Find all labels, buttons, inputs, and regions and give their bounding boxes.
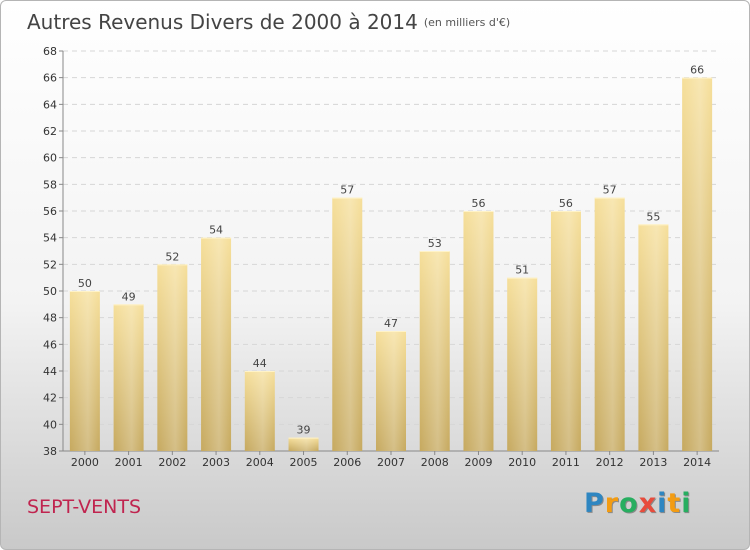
x-tick-label: 2004 xyxy=(246,456,274,469)
bar-shine-2008 xyxy=(419,251,450,451)
value-label-2006: 57 xyxy=(340,184,354,197)
y-tick-label: 46 xyxy=(43,338,57,351)
x-tick-label: 2001 xyxy=(115,456,143,469)
x-tick-label: 2012 xyxy=(596,456,624,469)
bars xyxy=(69,77,713,452)
y-tick-label: 44 xyxy=(43,365,57,378)
x-tick-label: 2009 xyxy=(464,456,492,469)
chart-title-text: Autres Revenus Divers de 2000 à 2014 xyxy=(27,10,418,34)
bar-shine-2009 xyxy=(463,211,494,451)
bar-shine-2011 xyxy=(550,211,581,451)
logo-letter: i xyxy=(681,488,692,519)
y-tick-label: 38 xyxy=(43,445,57,458)
bar-shine-2014 xyxy=(682,77,713,452)
bar-shine-2000 xyxy=(69,291,100,451)
x-tick-label: 2000 xyxy=(71,456,99,469)
x-tick-label: 2014 xyxy=(683,456,711,469)
logo-letter: t xyxy=(667,488,682,519)
y-tick-label: 48 xyxy=(43,312,57,325)
logo-letter: o xyxy=(619,488,639,519)
x-tick-label: 2013 xyxy=(639,456,667,469)
x-tick-label: 2011 xyxy=(552,456,580,469)
value-labels: 50 49 52 54 44 39 57 47 53 56 51 56 57 55 66 xyxy=(78,64,704,437)
value-label-2009: 56 xyxy=(471,197,485,210)
bar-shine-2006 xyxy=(332,197,363,451)
x-tick-label: 2006 xyxy=(333,456,361,469)
y-tick-label: 56 xyxy=(43,205,57,218)
value-label-2007: 47 xyxy=(384,317,398,330)
x-tick-label: 2008 xyxy=(421,456,449,469)
logo-letter: x xyxy=(638,488,658,519)
bar-shine-2004 xyxy=(244,371,275,451)
bar-shine-2005 xyxy=(288,437,319,451)
value-label-2004: 44 xyxy=(253,357,267,370)
bar-shine-2012 xyxy=(594,197,625,451)
chart-title: Autres Revenus Divers de 2000 à 2014 (en … xyxy=(27,10,510,34)
logo-letter: i xyxy=(657,488,668,519)
value-label-2012: 57 xyxy=(603,184,617,197)
y-tick-label: 58 xyxy=(43,178,57,191)
bar-shine-2010 xyxy=(507,277,538,451)
value-label-2001: 49 xyxy=(122,290,136,303)
bar-shine-2007 xyxy=(376,331,406,451)
commune-name: SEPT-VENTS xyxy=(27,496,142,518)
bar-shine-2003 xyxy=(201,237,232,451)
x-tick-label: 2002 xyxy=(158,456,186,469)
y-tick-label: 50 xyxy=(43,285,57,298)
value-label-2011: 56 xyxy=(559,197,573,210)
logo-letter: P xyxy=(584,488,605,519)
x-tick-label: 2007 xyxy=(377,456,405,469)
value-label-2014: 66 xyxy=(690,64,704,77)
y-tick-label: 64 xyxy=(43,98,57,111)
x-tick-label: 2003 xyxy=(202,456,230,469)
y-tick-label: 42 xyxy=(43,392,57,405)
value-label-2008: 53 xyxy=(428,237,442,250)
y-tick-label: 66 xyxy=(43,72,57,85)
bar-shine-2001 xyxy=(113,304,144,451)
value-label-2002: 52 xyxy=(165,250,179,263)
y-tick-label: 40 xyxy=(43,418,57,431)
bar-shine-2013 xyxy=(638,224,669,451)
value-label-2013: 55 xyxy=(646,210,660,223)
x-tick-label: 2005 xyxy=(290,456,318,469)
value-label-2000: 50 xyxy=(78,277,92,290)
chart-unit: (en milliers d'€) xyxy=(423,16,511,29)
value-label-2003: 54 xyxy=(209,224,223,237)
y-tick-label: 54 xyxy=(43,232,57,245)
x-tick-label: 2010 xyxy=(508,456,536,469)
y-tick-label: 52 xyxy=(43,258,57,271)
y-tick-label: 60 xyxy=(43,152,57,165)
bar-shine-2002 xyxy=(157,264,188,451)
logo-letter: r xyxy=(604,488,620,519)
value-label-2005: 39 xyxy=(297,424,311,437)
value-label-2010: 51 xyxy=(515,264,529,277)
y-tick-label: 68 xyxy=(43,45,57,58)
proxiti-logo: Proxiti xyxy=(584,488,692,519)
y-tick-label: 62 xyxy=(43,125,57,138)
